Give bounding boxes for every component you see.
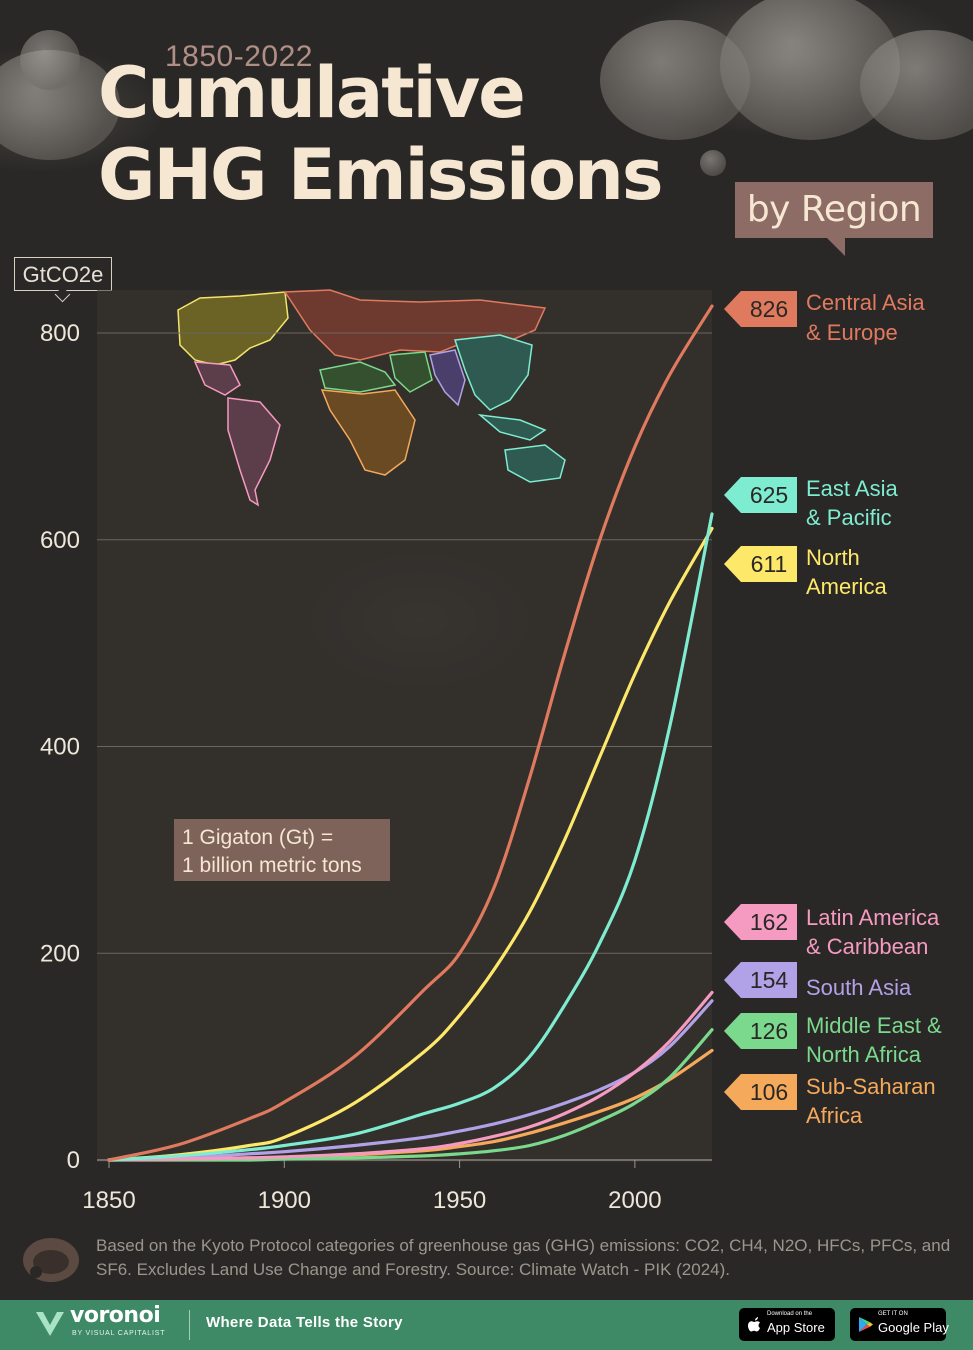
value-badge-text: 106 [750, 1079, 788, 1105]
series-name-label: North [806, 545, 860, 570]
annotation-line-2: 1 billion metric tons [182, 854, 362, 877]
app-store-button[interactable]: Download on the App Store [739, 1308, 835, 1341]
value-badge-text: 126 [750, 1018, 788, 1044]
title-line-2: GHG Emissions [98, 134, 664, 216]
series-name-label: Latin America [806, 905, 940, 930]
series-end-labels: 826 Central Asia & Europe 625 East Asia & Pac… [724, 290, 942, 1128]
end-label-central-asia-europe: 826 Central Asia & Europe [724, 290, 925, 345]
series-line-north-america [107, 526, 714, 1162]
years-subtitle: 1850-2022 [165, 40, 313, 73]
tagline: Where Data Tells the Story [206, 1314, 403, 1331]
voronoi-logo-icon [36, 1312, 64, 1336]
by-region-badge: by Region [735, 182, 933, 256]
cloud-puff [20, 30, 80, 90]
world-map-icon [177, 289, 566, 507]
brand-name: voronoi [70, 1303, 161, 1328]
value-badge [724, 1013, 797, 1049]
series-name-label: & Caribbean [806, 934, 928, 959]
series-line-central-asia-europe [107, 304, 714, 1162]
series-name-label: East Asia [806, 476, 898, 501]
x-tick-label: 1950 [433, 1187, 486, 1214]
map-south-asia [429, 349, 466, 407]
brand-subtitle: BY VISUAL CAPITALIST [72, 1330, 166, 1337]
series-lines [107, 304, 714, 1162]
page-title: Cumulative GHG Emissions [98, 52, 664, 216]
cloud-dot [700, 150, 726, 176]
value-badge [724, 904, 797, 940]
value-badge-text: 162 [750, 909, 788, 935]
end-label-south-asia: 154 South Asia [724, 962, 912, 1000]
series-name-label: South Asia [806, 975, 912, 1000]
series-name-label: & Pacific [806, 505, 892, 530]
map-sub-saharan-africa [320, 389, 416, 476]
series-name-label: Africa [806, 1103, 863, 1128]
map-central-america [193, 361, 241, 396]
series-name-label: Middle East & [806, 1013, 942, 1038]
app-store-small-text: Download on the [767, 1311, 813, 1317]
footer-bar: voronoi BY VISUAL CAPITALIST Where Data … [0, 1300, 973, 1350]
series-name-label: Central Asia [806, 290, 925, 315]
y-tick-label: 400 [40, 734, 80, 761]
footer-divider [189, 1310, 190, 1340]
series-line-latin-america-caribbean [107, 990, 714, 1162]
end-label-latin-america-caribbean: 162 Latin America & Caribbean [724, 904, 940, 959]
y-tick-label: 600 [40, 527, 80, 554]
series-name-label: North Africa [806, 1042, 922, 1067]
x-tick-label: 1850 [82, 1187, 135, 1214]
series-line-middle-east-north-africa [107, 1028, 714, 1162]
x-tick-label: 2000 [608, 1187, 661, 1214]
series-name-label: Sub-Saharan [806, 1074, 936, 1099]
x-axis-ticks: 1850 1900 1950 2000 [82, 1159, 712, 1214]
google-play-label: Google Play [878, 1320, 949, 1335]
end-label-north-america: 611 North America [724, 545, 887, 599]
value-badge [724, 1074, 797, 1110]
series-line-east-asia-pacific [107, 512, 714, 1162]
value-badge [724, 291, 797, 327]
value-badge-text: 625 [750, 482, 788, 508]
map-north-america [177, 291, 289, 366]
y-axis-unit-label: GtCO2e [14, 257, 112, 291]
google-play-icon [859, 1317, 873, 1332]
map-southeast-asia [477, 413, 547, 441]
map-east-asia [453, 334, 533, 411]
app-store-label: App Store [767, 1320, 825, 1335]
google-play-small-text: GET IT ON [878, 1311, 908, 1317]
value-badge-text: 826 [750, 296, 788, 322]
source-footnote: Based on the Kyoto Protocol categories o… [96, 1236, 951, 1279]
value-badge-text: 154 [750, 967, 789, 993]
series-name-label: America [806, 574, 887, 599]
annotation-line-1: 1 Gigaton (Gt) = [182, 826, 333, 849]
end-label-middle-east-north-africa: 126 Middle East & North Africa [724, 1013, 942, 1067]
y-tick-label: 800 [40, 320, 80, 347]
value-badge [724, 477, 797, 513]
annotation-box: 1 Gigaton (Gt) = 1 billion metric tons [174, 819, 390, 881]
end-label-sub-saharan-africa: 106 Sub-Saharan Africa [724, 1074, 936, 1128]
cloud-top-right-3 [860, 30, 973, 140]
value-badge-text: 611 [751, 551, 788, 577]
methodology-icon [23, 1238, 79, 1282]
value-badge [724, 962, 797, 998]
y-axis-ticks: 0 200 400 600 800 [40, 320, 80, 1174]
map-australia [504, 444, 566, 483]
apple-icon [748, 1317, 760, 1332]
map-middle-east [389, 351, 433, 393]
map-mena [319, 361, 397, 393]
annotation-background [174, 819, 390, 881]
line-chart: 1 Gigaton (Gt) = 1 billion metric tons 0… [40, 289, 942, 1214]
x-tick-label: 1900 [258, 1187, 311, 1214]
map-south-america [227, 397, 281, 507]
value-badge [724, 546, 797, 582]
y-tick-label: 200 [40, 940, 80, 967]
y-tick-label: 0 [67, 1147, 80, 1174]
title-line-1: Cumulative [98, 52, 526, 134]
series-name-label: & Europe [806, 320, 898, 345]
google-play-button[interactable]: GET IT ON Google Play [850, 1308, 949, 1341]
end-label-east-asia-pacific: 625 East Asia & Pacific [724, 476, 898, 530]
